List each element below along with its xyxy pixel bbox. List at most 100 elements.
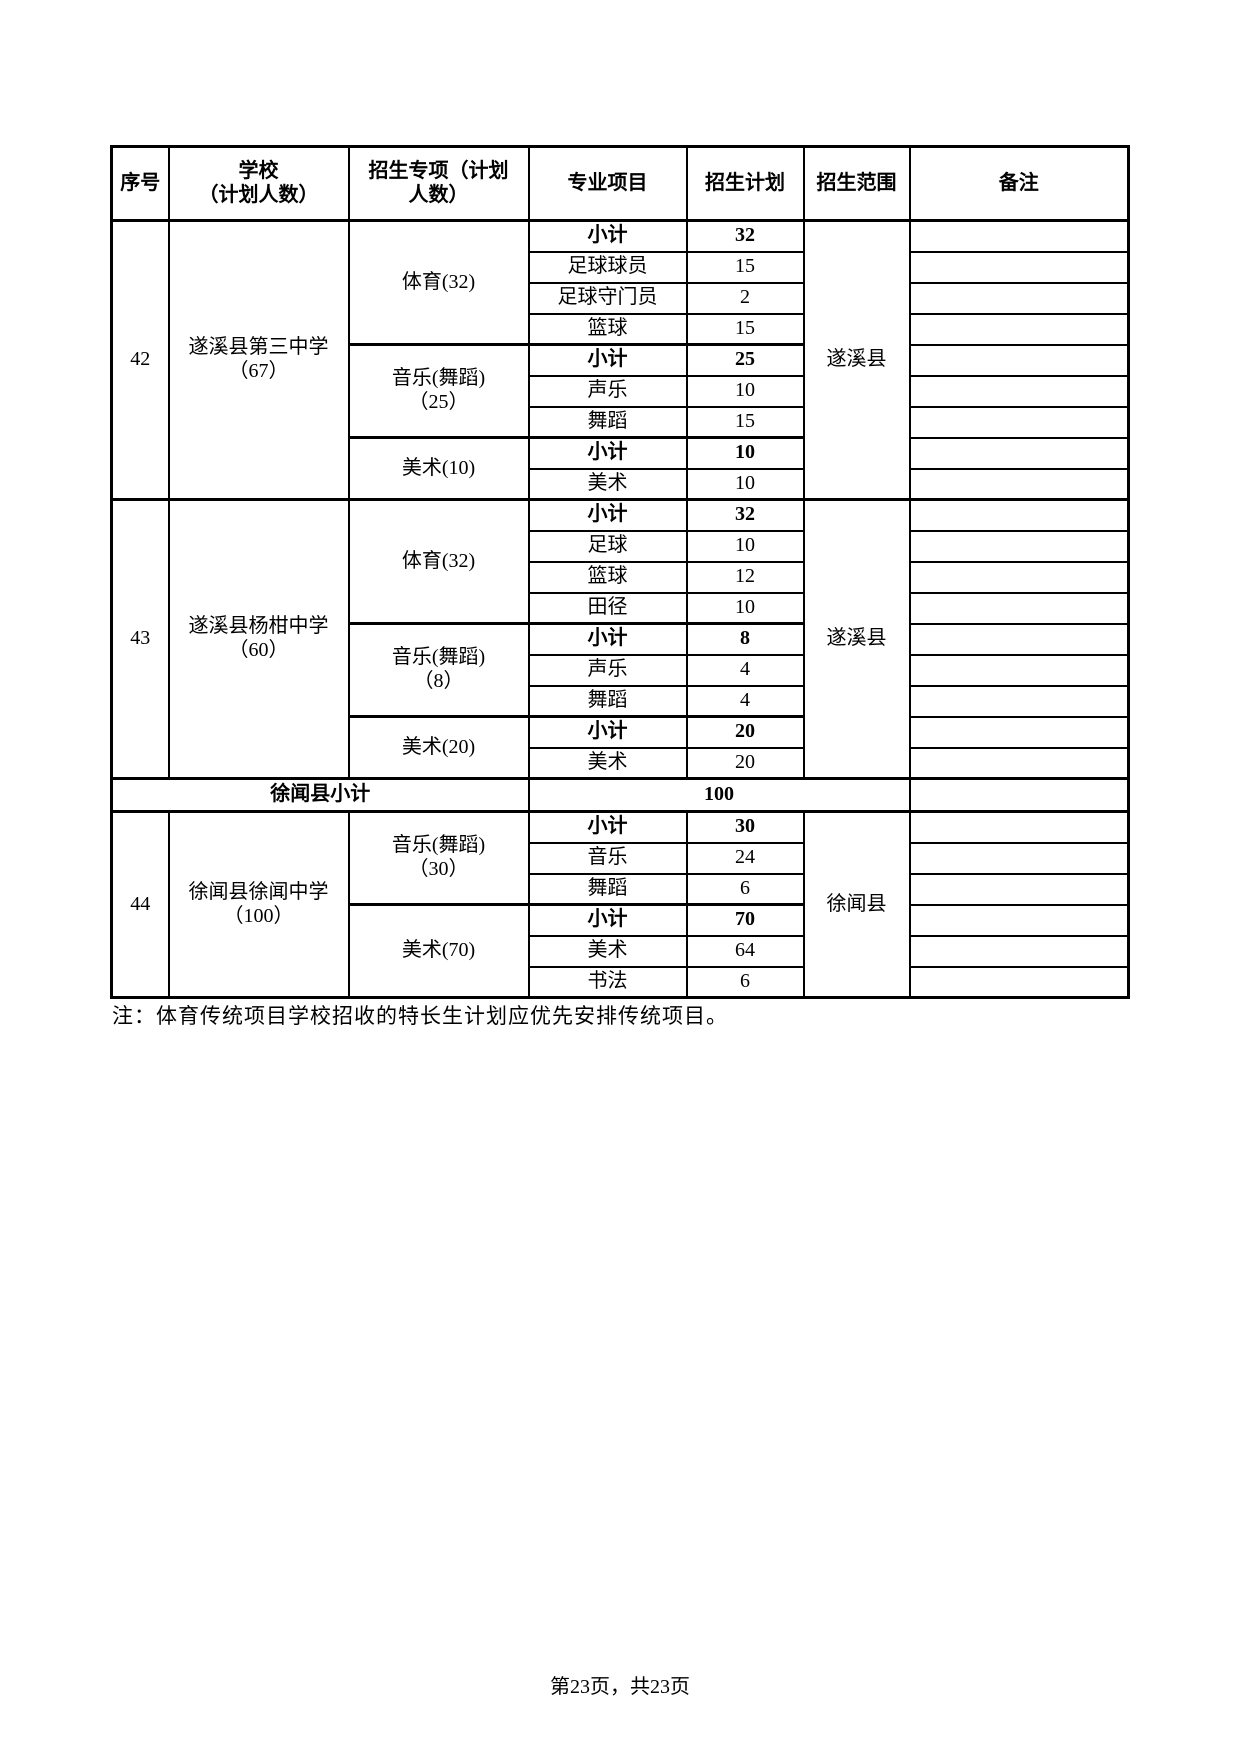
plan-cell: 8 [685, 622, 805, 656]
project-cell: 小计 [527, 810, 688, 844]
group-label: 体育(32) [347, 498, 530, 625]
table-row: 足球 10 [112, 529, 1130, 563]
plan-cell: 20 [685, 715, 805, 749]
group-label: 美术(20) [347, 715, 530, 780]
remark-cell [908, 684, 1130, 718]
plan-cell: 10 [685, 591, 805, 625]
plan-cell: 32 [685, 498, 805, 532]
project-cell: 小计 [527, 715, 688, 749]
header-project: 专业项目 [527, 145, 688, 222]
table-row: 篮球 12 [112, 560, 1130, 594]
table-row: 美术 20 [112, 746, 1130, 780]
footnote: 注：体育传统项目学校招收的特长生计划应优先安排传统项目。 [112, 1004, 728, 1028]
table-row: 音乐(舞蹈) （8） 小计 8 [112, 622, 1130, 718]
school-name: 遂溪县第三中学 （67） [167, 219, 350, 501]
remark-cell [908, 467, 1130, 501]
project-cell: 足球球员 [527, 250, 688, 284]
scope-cell: 遂溪县 [802, 498, 911, 780]
table-row: 舞蹈 4 [112, 684, 1130, 718]
enrollment-plan-table: 序号 学校 （计划人数） 招生专项（计划 人数） 专业项目 招生计划 招生范围 … [110, 145, 1130, 999]
remark-cell [908, 219, 1130, 253]
table-row: 42 遂溪县第三中学 （67） 体育(32) 小计 32 遂溪县 [110, 219, 1130, 501]
remark-cell [908, 312, 1130, 346]
remark-cell [908, 591, 1130, 625]
county-subtotal-value: 100 [527, 777, 911, 813]
scope-cell: 遂溪县 [802, 219, 911, 501]
remark-cell [908, 841, 1130, 875]
table-row: 美术 64 [112, 934, 1130, 968]
remark-cell [908, 498, 1130, 532]
plan-cell: 10 [685, 529, 805, 563]
remark-cell [908, 374, 1130, 408]
remark-cell [908, 715, 1130, 749]
plan-cell: 10 [685, 467, 805, 501]
remark-cell [908, 903, 1130, 937]
project-cell: 小计 [527, 498, 688, 532]
remark-cell [908, 965, 1130, 999]
project-cell: 声乐 [527, 653, 688, 687]
school-no: 43 [110, 498, 170, 780]
plan-cell: 20 [685, 746, 805, 780]
plan-cell: 25 [685, 343, 805, 377]
remark-cell [908, 777, 1130, 813]
remark-cell [908, 934, 1130, 968]
project-cell: 书法 [527, 965, 688, 999]
project-cell: 声乐 [527, 374, 688, 408]
plan-cell: 64 [685, 934, 805, 968]
remark-cell [908, 343, 1130, 377]
project-cell: 美术 [527, 934, 688, 968]
project-cell: 音乐 [527, 841, 688, 875]
remark-cell [908, 281, 1130, 315]
remark-cell [908, 405, 1130, 439]
plan-cell: 10 [685, 374, 805, 408]
table-row: 声乐 10 [112, 374, 1130, 408]
plan-cell: 24 [685, 841, 805, 875]
remark-cell [908, 250, 1130, 284]
group-label: 音乐(舞蹈) （8） [347, 622, 530, 718]
table-row: 44 徐闻县徐闻中学 （100） 音乐(舞蹈) （30） 小计 30 徐闻县 [110, 810, 1130, 999]
header-school: 学校 （计划人数） [167, 145, 350, 222]
header-plan: 招生计划 [685, 145, 805, 222]
project-cell: 小计 [527, 903, 688, 937]
header-row: 序号 学校 （计划人数） 招生专项（计划 人数） 专业项目 招生计划 招生范围 … [110, 145, 1130, 222]
remark-cell [908, 872, 1130, 906]
plan-cell: 6 [685, 872, 805, 906]
remark-cell [908, 746, 1130, 780]
table-row: 美术(70) 小计 70 [112, 903, 1130, 999]
project-cell: 舞蹈 [527, 405, 688, 439]
county-subtotal-row: 徐闻县小计 100 [110, 777, 1130, 813]
school-no: 44 [110, 810, 170, 999]
project-cell: 美术 [527, 467, 688, 501]
remark-cell [908, 810, 1130, 844]
remark-cell [908, 529, 1130, 563]
county-subtotal-label: 徐闻县小计 [110, 777, 530, 813]
project-cell: 舞蹈 [527, 872, 688, 906]
plan-cell: 15 [685, 405, 805, 439]
table-row: 篮球 15 [112, 312, 1130, 346]
project-cell: 小计 [527, 436, 688, 470]
plan-cell: 4 [685, 653, 805, 687]
plan-cell: 30 [685, 810, 805, 844]
school-no: 42 [110, 219, 170, 501]
table-row: 足球球员 15 [112, 250, 1130, 284]
project-cell: 足球守门员 [527, 281, 688, 315]
table-row: 美术 10 [112, 467, 1130, 501]
table-row: 美术(20) 小计 20 [112, 715, 1130, 780]
plan-cell: 2 [685, 281, 805, 315]
table-row: 舞蹈 6 [112, 872, 1130, 906]
remark-cell [908, 653, 1130, 687]
table-row: 舞蹈 15 [112, 405, 1130, 439]
header-remark: 备注 [908, 145, 1130, 222]
project-cell: 田径 [527, 591, 688, 625]
project-cell: 篮球 [527, 560, 688, 594]
school-name: 徐闻县徐闻中学 （100） [167, 810, 350, 999]
group-label: 美术(10) [347, 436, 530, 501]
table-row: 声乐 4 [112, 653, 1130, 687]
table-row: 田径 10 [112, 591, 1130, 625]
table-row: 43 遂溪县杨柑中学 （60） 体育(32) 小计 32 遂溪县 [110, 498, 1130, 780]
group-label: 美术(70) [347, 903, 530, 999]
project-cell: 足球 [527, 529, 688, 563]
project-cell: 美术 [527, 746, 688, 780]
header-no: 序号 [110, 145, 170, 222]
